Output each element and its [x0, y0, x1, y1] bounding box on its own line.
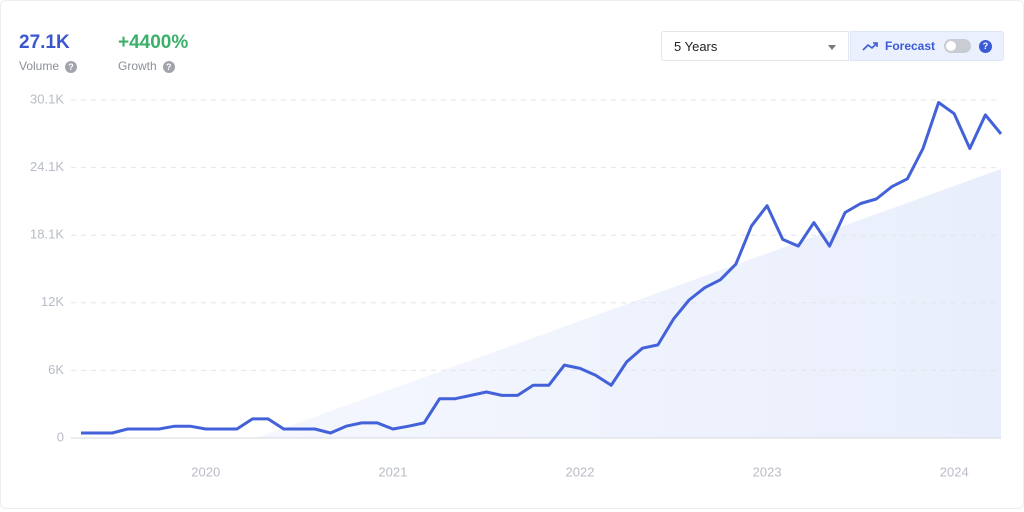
trend-icon	[873, 42, 878, 47]
help-icon[interactable]: ?	[65, 61, 78, 73]
help-icon[interactable]: ?	[162, 61, 175, 73]
x-tick-label: 2022	[566, 464, 595, 479]
forecast-toggle[interactable]	[944, 39, 971, 53]
y-tick-label: 12K	[41, 294, 64, 309]
x-tick-label: 2024	[940, 464, 969, 479]
y-tick-label: 18.1K	[30, 227, 64, 242]
y-tick-label: 6K	[48, 362, 64, 377]
growth: +4400%	[118, 32, 189, 53]
forecast-area	[256, 169, 1001, 438]
volume-label-text: Volume	[19, 59, 60, 73]
trend-line	[81, 101, 1003, 435]
y-tick-label: 0	[57, 429, 64, 444]
x-tick-label: 2023	[753, 464, 782, 479]
period-dropdown[interactable]: 5 Years	[661, 31, 849, 61]
trend-icon	[862, 42, 878, 51]
forecast-button[interactable]: Forecast	[850, 31, 1004, 61]
x-tick-label: 2020	[191, 464, 220, 479]
y-tick-label: 24.1K	[30, 159, 64, 174]
growth-label-text: Growth	[118, 59, 157, 73]
volume: 27.1K	[19, 32, 70, 53]
volume-label: Volume?	[19, 59, 78, 73]
y-tick-label: 30.1K	[30, 91, 64, 106]
help-icon[interactable]: ?	[979, 40, 992, 53]
x-tick-label: 2021	[378, 464, 407, 479]
growth-label: Growth?	[118, 59, 175, 73]
